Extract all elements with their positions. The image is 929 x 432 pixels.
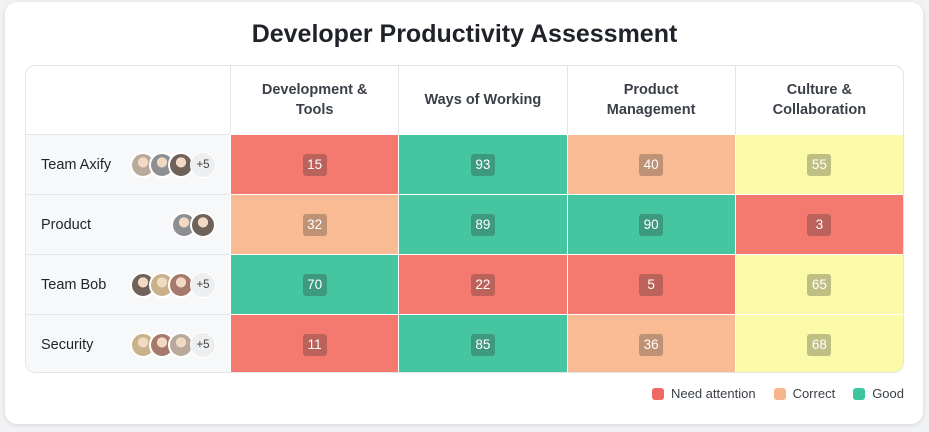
more-members: +5 [190, 331, 216, 358]
avatar-group: +5 [130, 331, 216, 358]
row-header: Product [26, 194, 230, 254]
value-label: 3 [807, 213, 832, 236]
row-header: Team Bob +5 [26, 254, 230, 314]
heatmap-cell: 55 [734, 134, 903, 194]
heatmap-cell: 89 [398, 194, 567, 254]
heatmap-cell: 3 [734, 194, 903, 254]
row-header: Team Axify +5 [26, 134, 230, 194]
legend: Need attention Correct Good [634, 386, 904, 401]
value-label: 15 [302, 153, 327, 176]
value-label: 55 [807, 153, 832, 176]
value-label: 68 [807, 333, 832, 356]
more-members: +5 [190, 271, 216, 298]
heatmap-cell: 90 [566, 194, 735, 254]
heatmap-cell: 36 [566, 314, 735, 372]
heatmap-cell: 15 [230, 134, 399, 194]
value-label: 85 [470, 333, 495, 356]
value-label: 22 [470, 273, 495, 296]
column-header: Culture & Collaboration [734, 66, 903, 134]
heatmap-cell: 40 [566, 134, 735, 194]
legend-swatch [853, 387, 866, 400]
legend-swatch [773, 387, 786, 400]
value-label: 70 [302, 273, 327, 296]
heatmap: Development & Tools Ways of Working Produc… [25, 65, 904, 373]
avatar-group: +5 [130, 151, 216, 178]
row-name: Security [41, 336, 94, 353]
heatmap-cell: 85 [398, 314, 567, 372]
legend-label: Good [872, 386, 904, 401]
row-name: Team Axify [41, 156, 112, 173]
avatar [190, 211, 216, 238]
value-label: 89 [470, 213, 495, 236]
column-header: Development & Tools [230, 66, 398, 134]
more-members: +5 [190, 151, 216, 178]
heatmap-cell: 70 [230, 254, 399, 314]
value-label: 65 [807, 273, 832, 296]
avatar-group: +5 [130, 271, 216, 298]
column-header: Product Management [566, 66, 735, 134]
value-label: 93 [470, 153, 495, 176]
value-label: 5 [639, 273, 664, 296]
value-label: 40 [639, 153, 664, 176]
heatmap-cell: 68 [734, 314, 903, 372]
legend-item: Good [853, 386, 904, 401]
legend-item: Need attention [651, 386, 756, 401]
heatmap-cell: 11 [230, 314, 399, 372]
value-label: 36 [639, 333, 664, 356]
row-header: Security +5 [26, 314, 230, 372]
legend-label: Need attention [670, 386, 756, 401]
column-header: Ways of Working [398, 66, 566, 134]
heatmap-cell: 32 [230, 194, 399, 254]
heatmap-cell: 22 [398, 254, 567, 314]
chart-title: Developer Productivity Assessment [251, 20, 678, 48]
legend-label: Correct [792, 386, 836, 401]
legend-item: Correct [773, 386, 836, 401]
heatmap-cell: 5 [566, 254, 735, 314]
value-label: 32 [302, 213, 327, 236]
row-name: Team Bob [41, 276, 107, 293]
avatar [168, 151, 194, 178]
heatmap-cell: 93 [398, 134, 567, 194]
avatar [168, 331, 194, 358]
legend-swatch [651, 387, 664, 400]
value-label: 11 [302, 333, 327, 356]
value-label: 90 [639, 213, 664, 236]
row-name: Product [41, 216, 91, 233]
heatmap-cell: 65 [734, 254, 903, 314]
avatar-group [171, 211, 216, 238]
